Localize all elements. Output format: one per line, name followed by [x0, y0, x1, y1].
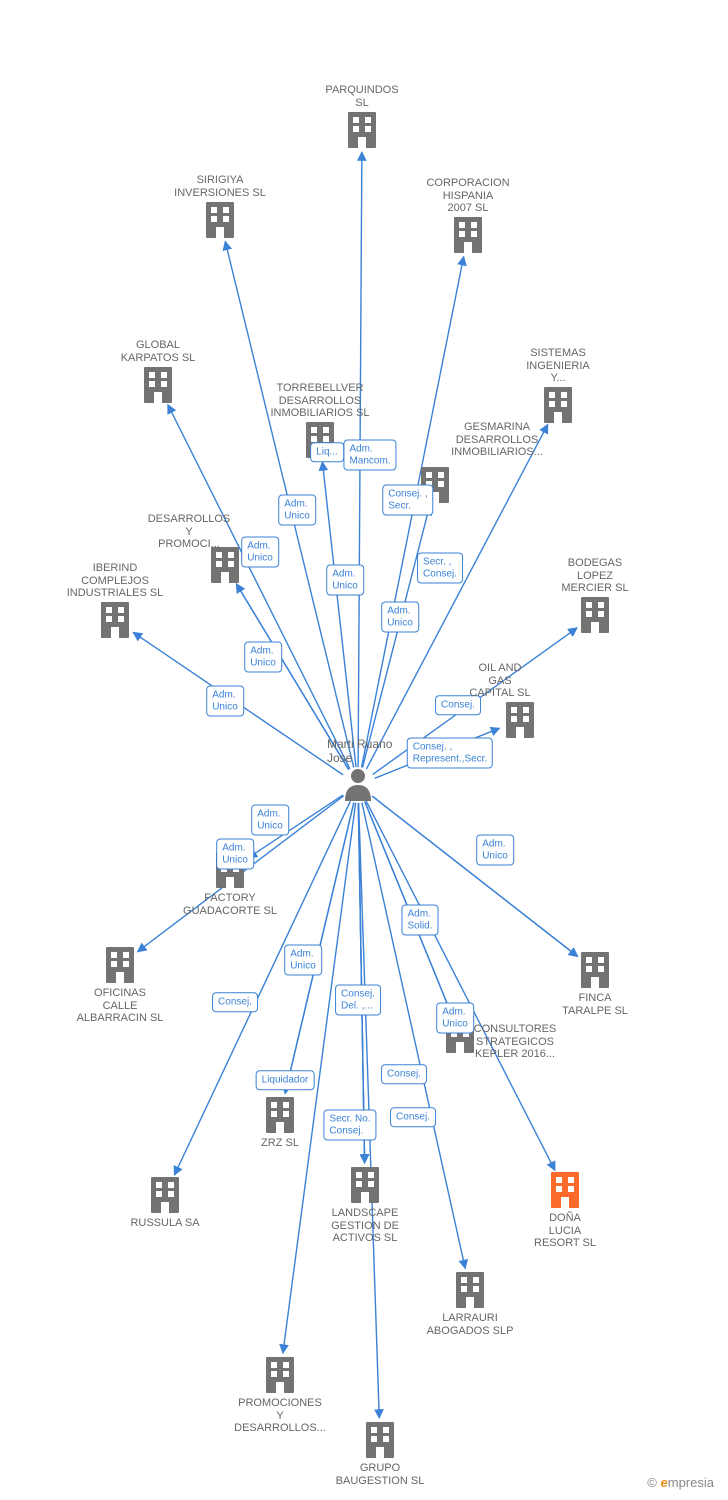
edge-label: Adm. Unico: [278, 495, 316, 526]
company-node[interactable]: [206, 202, 234, 238]
company-node[interactable]: [106, 947, 134, 983]
company-node[interactable]: [581, 597, 609, 633]
company-node[interactable]: [454, 217, 482, 253]
company-node[interactable]: [151, 1177, 179, 1213]
brand-initial: e: [661, 1475, 668, 1490]
company-node[interactable]: [351, 1167, 379, 1203]
edge-label: Adm. Unico: [381, 602, 419, 633]
edge: [362, 506, 429, 767]
edge-label: Consej.: [390, 1107, 436, 1127]
diagram-canvas: [0, 0, 728, 1500]
company-node[interactable]: [348, 112, 376, 148]
edge-label: Adm. Unico: [206, 686, 244, 717]
company-node[interactable]: [101, 602, 129, 638]
edge-label: Adm. Unico: [251, 805, 289, 836]
edge-label: Adm. Unico: [326, 565, 364, 596]
edge: [322, 462, 356, 767]
edge-label: Consej. , Represent.,Secr.: [407, 738, 493, 769]
watermark: © empresia: [647, 1475, 714, 1490]
edge-label: Consej.: [212, 992, 258, 1012]
copyright-symbol: ©: [647, 1475, 657, 1490]
edge-label: Adm. Solid.: [401, 905, 438, 936]
edge-label: Liq...: [310, 442, 344, 462]
company-node[interactable]: [211, 547, 239, 583]
edge-label: Adm. Unico: [241, 537, 279, 568]
edge-label: Adm. Unico: [244, 642, 282, 673]
company-node[interactable]: [266, 1097, 294, 1133]
edge-label: Adm. Mancom.: [343, 440, 396, 471]
edge-label: Secr. , Consej.: [417, 553, 463, 584]
edge-label: Secr. No. Consej.: [323, 1110, 376, 1141]
edge-label: Adm. Unico: [436, 1003, 474, 1034]
company-node[interactable]: [506, 702, 534, 738]
edge-label: Liquidador: [256, 1070, 315, 1090]
company-node[interactable]: [266, 1357, 294, 1393]
company-node[interactable]: [144, 367, 172, 403]
company-node[interactable]: [551, 1172, 579, 1208]
edge-label: Consej.: [435, 695, 481, 715]
company-node[interactable]: [581, 952, 609, 988]
brand-rest: mpresia: [668, 1475, 714, 1490]
edge-label: Consej.: [381, 1064, 427, 1084]
edge-label: Consej. Del. ,...: [335, 985, 381, 1016]
center-person-icon[interactable]: [345, 769, 371, 801]
edge-label: Consej. , Secr.: [382, 485, 433, 516]
company-node[interactable]: [366, 1422, 394, 1458]
company-node[interactable]: [544, 387, 572, 423]
company-node[interactable]: [456, 1272, 484, 1308]
edge-label: Adm. Unico: [476, 835, 514, 866]
edge-label: Adm. Unico: [284, 945, 322, 976]
edge-label: Adm. Unico: [216, 839, 254, 870]
